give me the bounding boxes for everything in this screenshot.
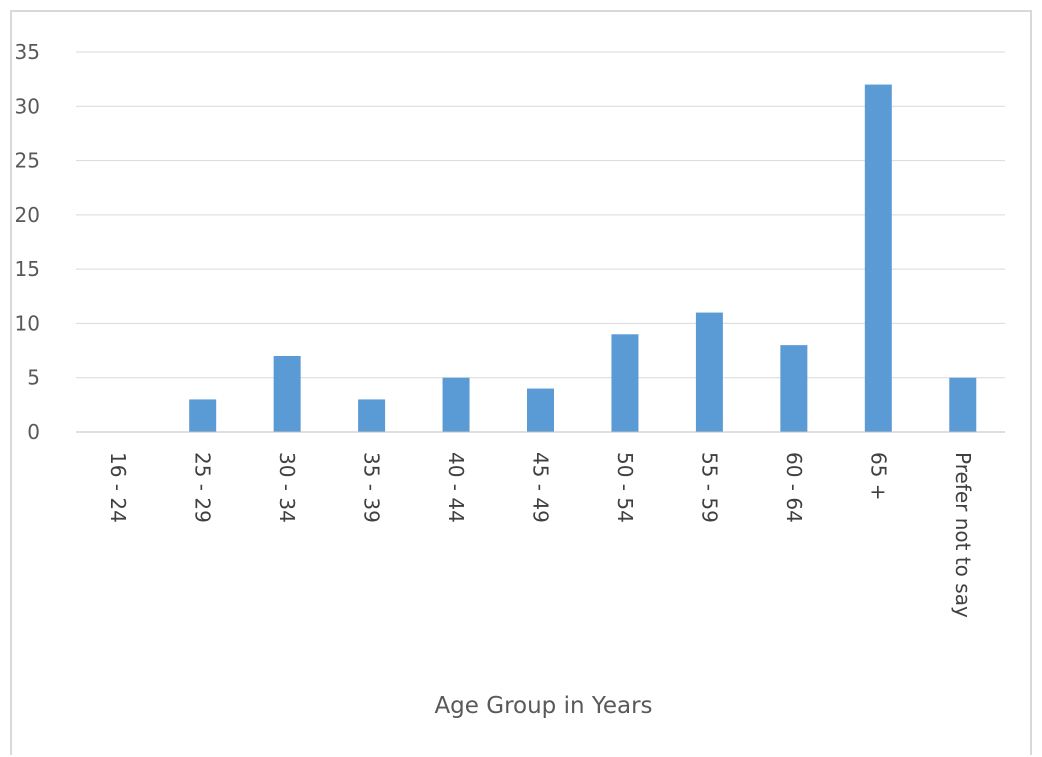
y-tick-label: 35: [15, 40, 40, 64]
bar: [527, 388, 554, 432]
x-tick-label: 16 - 24: [106, 452, 130, 523]
bar: [864, 84, 892, 433]
x-axis-ticks: 16 - 24 25 - 29 30 - 34 35 - 39 40 - 44 45 - …: [106, 452, 975, 618]
x-tick-label: 55 - 59: [697, 452, 721, 523]
chart-frame: [10, 10, 1032, 755]
bar: [780, 345, 808, 432]
bar: [273, 356, 301, 432]
x-tick-label: 30 - 34: [275, 452, 299, 523]
y-axis-ticks: 0 5 10 15 20 25 30 35: [15, 40, 40, 444]
y-tick-label: 25: [15, 149, 40, 173]
x-tick-label: 35 - 39: [360, 452, 384, 523]
x-tick-label: 65 +: [866, 452, 890, 501]
y-tick-label: 10: [15, 311, 40, 335]
bar: [949, 377, 977, 432]
x-tick-label: Prefer not to say: [951, 452, 975, 618]
bars: [189, 84, 977, 433]
bar: [358, 399, 386, 432]
bar: [189, 399, 217, 432]
y-tick-label: 30: [15, 94, 40, 118]
gridlines: [76, 51, 1005, 379]
x-tick-label: 40 - 44: [444, 452, 468, 523]
y-tick-label: 5: [27, 366, 40, 390]
x-axis-title: Age Group in Years: [434, 693, 652, 719]
x-tick-label: 50 - 54: [613, 452, 637, 523]
x-tick-label: 25 - 29: [191, 452, 215, 523]
bar: [695, 312, 723, 432]
x-tick-label: 45 - 49: [529, 452, 553, 523]
y-tick-label: 0: [27, 420, 40, 444]
y-tick-label: 20: [15, 203, 40, 227]
x-tick-label: 60 - 64: [782, 452, 806, 523]
y-tick-label: 15: [15, 257, 40, 281]
bar: [611, 334, 639, 432]
bar: [442, 377, 470, 432]
